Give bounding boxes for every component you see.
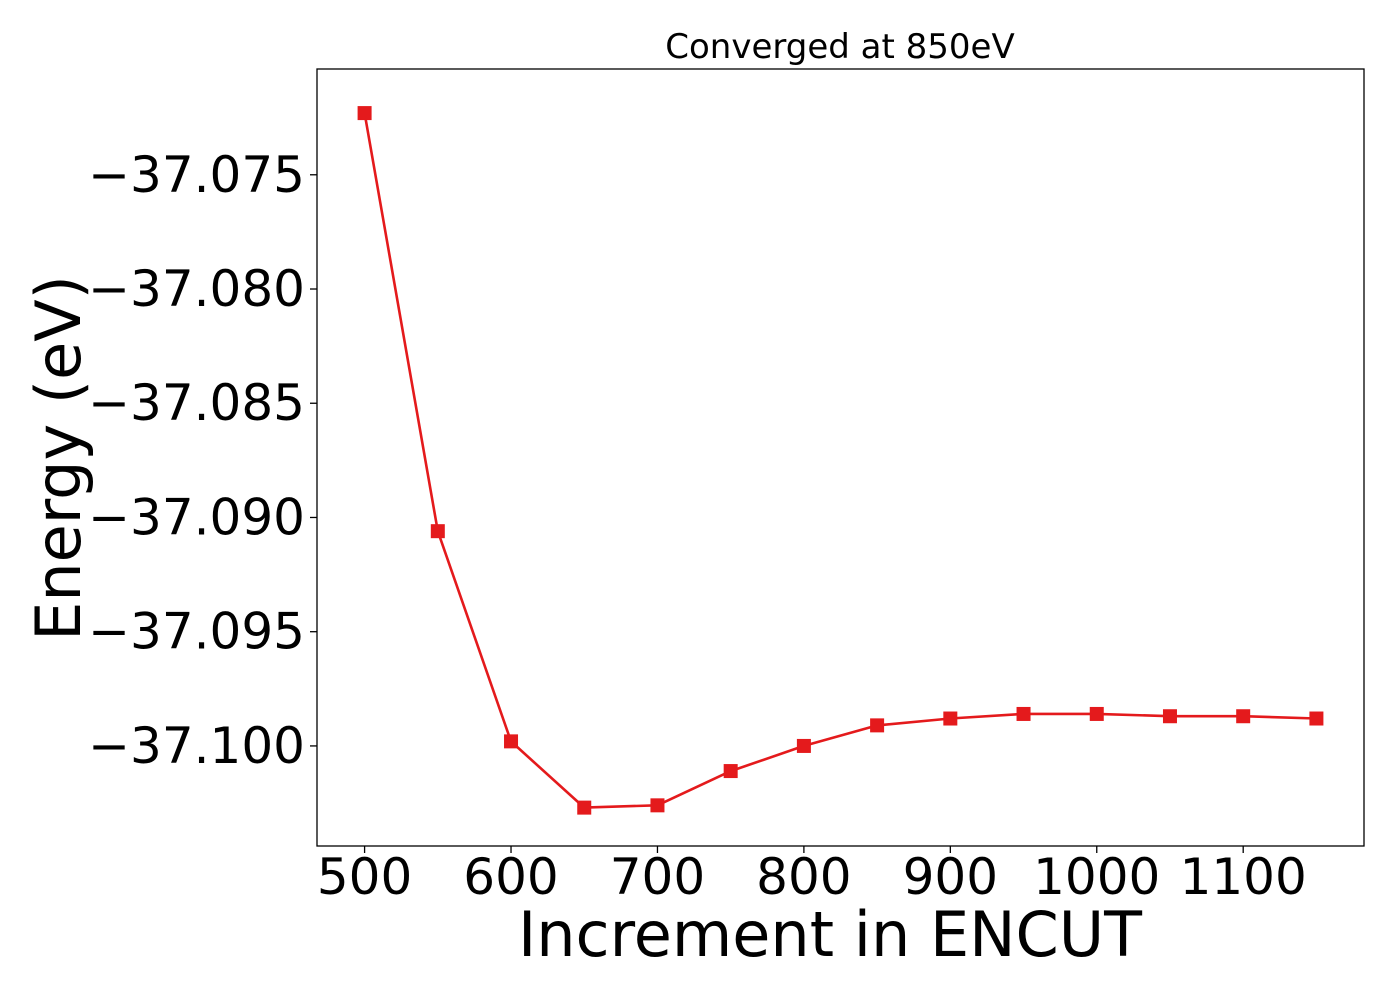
x-axis-title: Increment in ENCUT — [518, 898, 1143, 971]
x-tick-label: 500 — [317, 848, 412, 906]
data-point — [1162, 709, 1177, 724]
y-tick-label: −37.090 — [88, 488, 305, 546]
y-tick-label: −37.085 — [88, 374, 305, 432]
x-tick-label: 600 — [463, 848, 558, 906]
data-point — [1236, 709, 1251, 724]
y-tick-label: −37.095 — [88, 603, 305, 661]
data-point — [943, 711, 958, 726]
plot-frame — [316, 68, 1365, 847]
data-point — [357, 106, 372, 121]
y-tick-label: −37.075 — [88, 146, 305, 204]
data-point — [1309, 711, 1324, 726]
data-point — [504, 734, 519, 749]
x-tick-label: 1000 — [1033, 848, 1160, 906]
y-tick-label: −37.080 — [88, 260, 305, 318]
x-tick-label: 1100 — [1180, 848, 1307, 906]
series-layer — [357, 106, 1324, 815]
series-line — [363, 112, 1317, 809]
x-axis-ticks: 500 600 700 800 900 1000 1100 — [317, 846, 1307, 906]
data-point — [650, 798, 665, 813]
data-point — [870, 718, 885, 733]
data-point — [1089, 706, 1104, 721]
data-point — [577, 800, 592, 815]
y-tick-label: −37.100 — [88, 717, 305, 775]
chart-title: Converged at 850eV — [665, 27, 1014, 67]
x-tick-label: 800 — [756, 848, 851, 906]
data-point — [430, 524, 445, 539]
y-axis-title: Energy (eV) — [22, 275, 95, 641]
data-point — [796, 738, 811, 753]
data-point — [723, 764, 738, 779]
x-tick-label: 700 — [610, 848, 705, 906]
x-tick-label: 900 — [903, 848, 998, 906]
data-point — [1016, 706, 1031, 721]
y-axis-ticks: −37.100 −37.095 −37.090 −37.085 −37.080 −37.0… — [88, 146, 317, 775]
